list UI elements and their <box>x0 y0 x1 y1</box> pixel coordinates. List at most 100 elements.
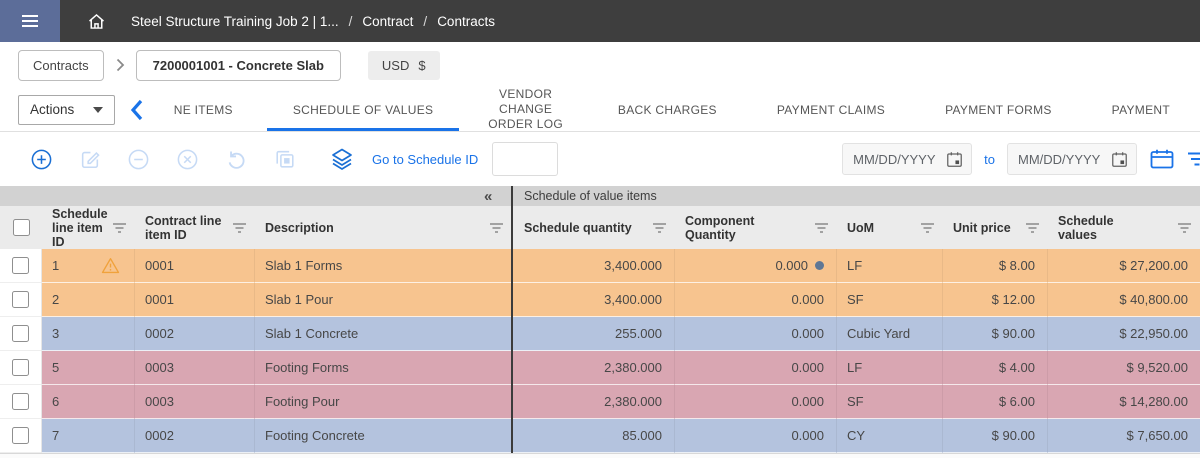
cell-component-quantity[interactable]: 0.000 <box>675 283 837 317</box>
remove-row-button[interactable] <box>127 148 150 171</box>
column-header-component-quantity[interactable]: Component Quantity <box>675 206 837 249</box>
cell-schedule-values[interactable]: $ 7,650.00 <box>1048 419 1200 453</box>
cell-contract-line-item-id[interactable]: 0002 <box>135 317 255 351</box>
cell-schedule-line-item-id[interactable]: 6 <box>42 385 135 419</box>
cell-uom[interactable]: LF <box>837 351 943 385</box>
cell-uom[interactable]: SF <box>837 283 943 317</box>
column-filter-icon[interactable] <box>920 222 935 234</box>
cell-description[interactable]: Footing Pour <box>255 385 512 419</box>
column-filter-icon[interactable] <box>489 222 504 234</box>
cell-component-quantity[interactable]: 0.000 <box>675 249 837 283</box>
cell-component-quantity[interactable]: 0.000 <box>675 351 837 385</box>
undo-button[interactable] <box>225 148 248 171</box>
hamburger-menu-button[interactable] <box>0 0 60 42</box>
table-row[interactable]: 1 0001 Slab 1 Forms 3,400.000 0.000 LF $… <box>0 249 1200 283</box>
cell-contract-line-item-id[interactable]: 0003 <box>135 385 255 419</box>
cell-contract-line-item-id[interactable]: 0001 <box>135 249 255 283</box>
column-header-contract-line-item-id[interactable]: Contract line item ID <box>135 206 255 249</box>
goto-schedule-id-label[interactable]: Go to Schedule ID <box>372 151 479 167</box>
cell-schedule-quantity[interactable]: 255.000 <box>512 317 675 351</box>
column-header-description[interactable]: Description <box>255 206 512 249</box>
calendar-icon[interactable] <box>1110 150 1129 169</box>
column-filter-icon[interactable] <box>1177 222 1192 234</box>
cell-schedule-quantity[interactable]: 3,400.000 <box>512 283 675 317</box>
cell-component-quantity[interactable]: 0.000 <box>675 317 837 351</box>
date-from-input[interactable] <box>843 151 946 167</box>
open-calendar-button[interactable] <box>1149 147 1175 171</box>
cell-uom[interactable]: CY <box>837 419 943 453</box>
column-header-unit-price[interactable]: Unit price <box>943 206 1048 249</box>
row-checkbox[interactable] <box>12 291 29 308</box>
edit-row-button[interactable] <box>79 148 101 170</box>
table-row[interactable]: 3 0002 Slab 1 Concrete 255.000 0.000 Cub… <box>0 317 1200 351</box>
row-checkbox[interactable] <box>12 325 29 342</box>
cell-schedule-values[interactable]: $ 14,280.00 <box>1048 385 1200 419</box>
cell-schedule-values[interactable]: $ 22,950.00 <box>1048 317 1200 351</box>
table-row[interactable]: 2 0001 Slab 1 Pour 3,400.000 0.000 SF $ … <box>0 283 1200 317</box>
breadcrumb-contracts[interactable]: Contracts <box>437 13 495 29</box>
cell-uom[interactable]: Cubic Yard <box>837 317 943 351</box>
cell-component-quantity[interactable]: 0.000 <box>675 385 837 419</box>
copy-button[interactable] <box>274 148 296 170</box>
column-header-uom[interactable]: UoM <box>837 206 943 249</box>
calendar-icon[interactable] <box>945 150 964 169</box>
cell-unit-price[interactable]: $ 90.00 <box>943 419 1048 453</box>
cell-schedule-values[interactable]: $ 40,800.00 <box>1048 283 1200 317</box>
column-filter-icon[interactable] <box>814 222 829 234</box>
cell-schedule-values[interactable]: $ 27,200.00 <box>1048 249 1200 283</box>
cell-schedule-values[interactable]: $ 9,520.00 <box>1048 351 1200 385</box>
cell-schedule-line-item-id[interactable]: 7 <box>42 419 135 453</box>
cell-unit-price[interactable]: $ 12.00 <box>943 283 1048 317</box>
cell-description[interactable]: Footing Forms <box>255 351 512 385</box>
table-row[interactable]: 5 0003 Footing Forms 2,380.000 0.000 LF … <box>0 351 1200 385</box>
tab-scroll-left-button[interactable] <box>129 99 144 121</box>
table-row[interactable]: 6 0003 Footing Pour 2,380.000 0.000 SF $… <box>0 385 1200 419</box>
cell-contract-line-item-id[interactable]: 0002 <box>135 419 255 453</box>
record-title-chip[interactable]: 7200001001 - Concrete Slab <box>135 49 341 81</box>
collapse-panel-icon[interactable]: « <box>484 187 493 205</box>
cell-component-quantity[interactable]: 0.000 <box>675 419 837 453</box>
tab-payment-claims[interactable]: PAYMENT CLAIMS <box>776 102 886 117</box>
column-filter-icon[interactable] <box>112 222 127 234</box>
table-row[interactable]: 7 0002 Footing Concrete 85.000 0.000 CY … <box>0 419 1200 453</box>
select-all-checkbox[interactable] <box>12 219 30 236</box>
cell-description[interactable]: Slab 1 Forms <box>255 249 512 283</box>
filter-button[interactable] <box>1187 151 1200 167</box>
cell-description[interactable]: Slab 1 Pour <box>255 283 512 317</box>
cell-unit-price[interactable]: $ 90.00 <box>943 317 1048 351</box>
goto-schedule-id-input[interactable] <box>492 142 559 176</box>
cell-schedule-line-item-id[interactable]: 1 <box>42 249 135 283</box>
cell-schedule-line-item-id[interactable]: 3 <box>42 317 135 351</box>
horizontal-scrollbar-track[interactable] <box>0 453 1200 458</box>
date-from-field[interactable] <box>842 143 973 175</box>
add-row-button[interactable] <box>30 148 53 171</box>
tab-line-items[interactable]: NE ITEMS <box>173 102 233 117</box>
date-to-field[interactable] <box>1007 143 1137 175</box>
contracts-chip[interactable]: Contracts <box>18 49 104 81</box>
cell-schedule-line-item-id[interactable]: 2 <box>42 283 135 317</box>
row-checkbox[interactable] <box>12 257 29 274</box>
row-checkbox[interactable] <box>12 359 29 376</box>
frozen-columns-divider[interactable] <box>511 186 513 453</box>
cell-schedule-line-item-id[interactable]: 5 <box>42 351 135 385</box>
row-checkbox[interactable] <box>12 427 29 444</box>
cancel-button[interactable] <box>176 148 199 171</box>
cell-description[interactable]: Footing Concrete <box>255 419 512 453</box>
date-to-input[interactable] <box>1008 151 1110 167</box>
cell-schedule-quantity[interactable]: 3,400.000 <box>512 249 675 283</box>
breadcrumb-project[interactable]: Steel Structure Training Job 2 | 1... <box>131 13 339 29</box>
breadcrumb-contract[interactable]: Contract <box>362 13 414 29</box>
tab-back-charges[interactable]: BACK CHARGES <box>617 102 717 117</box>
cell-uom[interactable]: LF <box>837 249 943 283</box>
cell-contract-line-item-id[interactable]: 0003 <box>135 351 255 385</box>
cell-uom[interactable]: SF <box>837 385 943 419</box>
column-filter-icon[interactable] <box>1025 222 1040 234</box>
cell-unit-price[interactable]: $ 6.00 <box>943 385 1048 419</box>
column-header-schedule-line-item-id[interactable]: Schedule line item ID <box>42 206 135 249</box>
column-header-schedule-quantity[interactable]: Schedule quantity <box>512 206 675 249</box>
home-button[interactable] <box>86 11 107 32</box>
column-filter-icon[interactable] <box>232 222 247 234</box>
tab-schedule-of-values[interactable]: SCHEDULE OF VALUES <box>263 88 464 131</box>
cell-unit-price[interactable]: $ 8.00 <box>943 249 1048 283</box>
cell-contract-line-item-id[interactable]: 0001 <box>135 283 255 317</box>
